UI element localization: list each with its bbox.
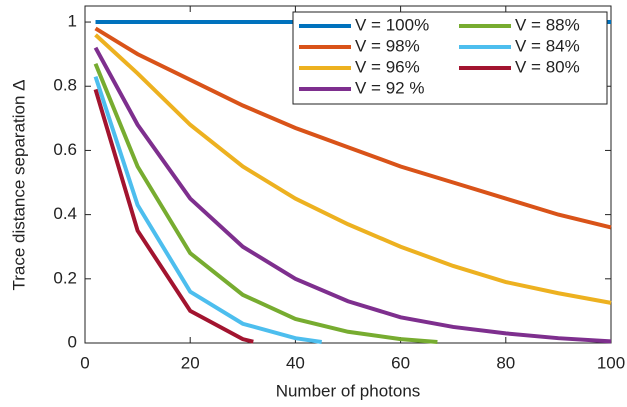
- x-tick-label: 20: [181, 353, 200, 372]
- plot-frame: [84, 5, 612, 344]
- x-tick-label: 0: [80, 353, 89, 372]
- y-tick-label: 1: [68, 12, 77, 31]
- x-tick-label: 100: [597, 353, 625, 372]
- legend-label: V = 92 %: [355, 78, 424, 97]
- legend-label: V = 80%: [515, 57, 580, 76]
- series-line: [94, 33, 612, 305]
- y-axis-label: Trace distance separation Δ: [9, 79, 28, 290]
- legend-label: V = 84%: [515, 36, 580, 55]
- x-tick-label: 80: [496, 353, 515, 372]
- y-tick-label: 0.4: [53, 204, 77, 223]
- series-line: [93, 63, 438, 345]
- x-axis-label: Number of photons: [276, 381, 421, 400]
- series-line: [93, 46, 612, 344]
- x-tick-label: 40: [286, 353, 305, 372]
- series-line: [94, 26, 612, 230]
- legend-label: V = 100%: [355, 15, 429, 34]
- y-tick-label: 0.6: [53, 140, 77, 159]
- y-tick-label: 0: [68, 332, 77, 351]
- legend-label: V = 98%: [355, 36, 420, 55]
- legend-label: V = 96%: [355, 57, 420, 76]
- series-line: [93, 75, 322, 345]
- legend-label: V = 88%: [515, 15, 580, 34]
- series-line: [93, 88, 254, 344]
- y-tick-label: 0.2: [53, 268, 77, 287]
- x-tick-label: 60: [391, 353, 410, 372]
- y-tick-label: 0.8: [53, 76, 77, 95]
